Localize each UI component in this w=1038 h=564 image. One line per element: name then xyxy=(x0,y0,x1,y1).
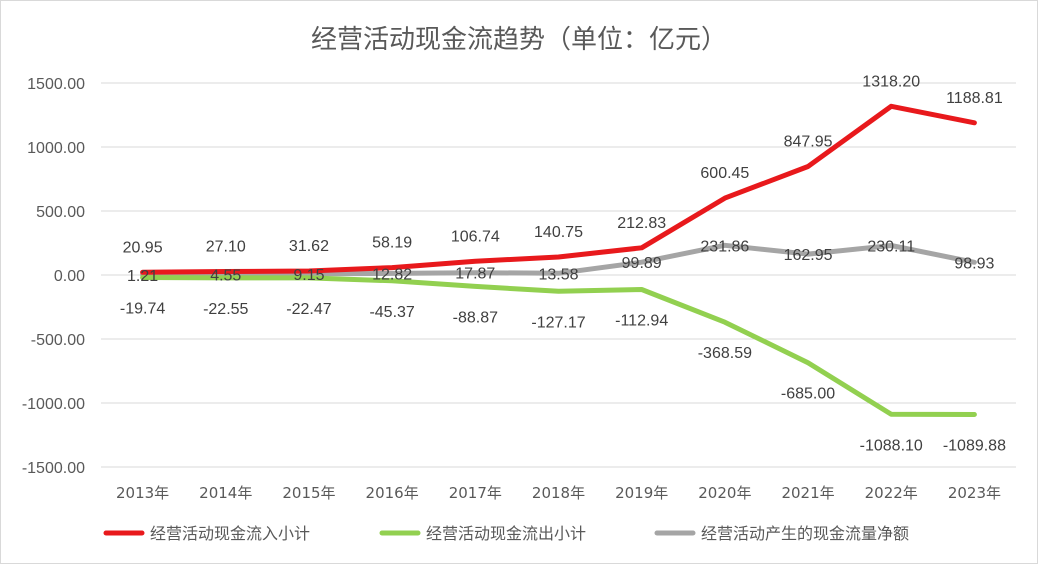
data-label-net: 17.87 xyxy=(455,266,495,283)
y-tick-label: 1500.00 xyxy=(27,76,85,93)
x-tick-label: 2018年 xyxy=(532,484,585,502)
series-line-inflow xyxy=(140,103,977,275)
data-label-inflow: 600.45 xyxy=(700,165,749,182)
data-label-inflow: 847.95 xyxy=(784,133,833,150)
x-tick-label: 2019年 xyxy=(615,484,668,502)
legend-label: 经营活动现金流出小计 xyxy=(426,524,586,543)
x-tick-label: 2023年 xyxy=(948,484,1001,502)
x-tick-label: 2015年 xyxy=(282,484,335,502)
data-label-inflow: 106.74 xyxy=(451,228,500,245)
data-label-inflow: 31.62 xyxy=(289,238,329,255)
x-tick-label: 2021年 xyxy=(781,484,834,502)
y-tick-label: -500.00 xyxy=(31,332,85,349)
data-label-outflow: -127.17 xyxy=(531,314,585,331)
legend-item-net: 经营活动产生的现金流量净额 xyxy=(654,524,909,543)
data-label-inflow: 58.19 xyxy=(372,235,412,252)
data-label-outflow: -22.47 xyxy=(286,301,331,318)
data-label-outflow: -88.87 xyxy=(453,309,498,326)
data-label-net: 12.82 xyxy=(372,266,412,283)
data-label-outflow: -1088.10 xyxy=(860,437,923,454)
data-label-net: 9.15 xyxy=(293,267,324,284)
data-label-net: 4.55 xyxy=(210,267,241,284)
data-label-outflow: -368.59 xyxy=(698,345,752,362)
legend-item-outflow: 经营活动现金流出小计 xyxy=(379,524,586,543)
legend: 经营活动现金流入小计 经营活动现金流出小计 经营活动产生的现金流量净额 xyxy=(103,524,909,543)
legend-label: 经营活动现金流入小计 xyxy=(150,524,310,543)
legend-item-inflow: 经营活动现金流入小计 xyxy=(103,524,310,543)
y-tick-label: 1000.00 xyxy=(27,140,85,157)
data-label-net: 13.58 xyxy=(538,266,578,283)
chart-title: 经营活动现金流趋势（单位：亿元） xyxy=(311,25,727,55)
data-labels: 20.95 27.10 31.62 58.19 106.74 140.75 212.83 60… xyxy=(120,73,1006,454)
data-label-inflow: 20.95 xyxy=(123,239,163,256)
y-tick-label: -1500.00 xyxy=(22,460,85,477)
series-line-outflow xyxy=(140,275,977,417)
x-tick-label: 2016年 xyxy=(366,484,419,502)
series-lines xyxy=(140,103,977,417)
axis-labels: 1500.00 1000.00 500.00 0.00 -500.00 -1000.00 -… xyxy=(22,76,1001,502)
data-label-outflow: -685.00 xyxy=(781,386,835,403)
data-label-outflow: -1089.88 xyxy=(943,438,1006,455)
data-label-net: 1.21 xyxy=(127,268,158,285)
data-label-outflow: -19.74 xyxy=(120,301,165,318)
data-label-inflow: 140.75 xyxy=(534,224,583,241)
data-label-outflow: -45.37 xyxy=(369,304,414,321)
y-tick-label: -1000.00 xyxy=(22,396,85,413)
data-label-inflow: 1188.81 xyxy=(946,90,1003,107)
data-label-net: 162.95 xyxy=(784,247,833,264)
data-label-outflow: -112.94 xyxy=(615,312,668,329)
x-tick-label: 2022年 xyxy=(865,484,918,502)
data-label-net: 231.86 xyxy=(700,238,749,255)
x-tick-label: 2014年 xyxy=(199,484,252,502)
data-label-net: 99.89 xyxy=(622,255,662,272)
data-label-inflow: 27.10 xyxy=(206,239,246,256)
data-label-net: 98.93 xyxy=(954,255,994,272)
x-tick-label: 2017年 xyxy=(449,484,502,502)
x-tick-label: 2013年 xyxy=(116,484,169,502)
data-label-net: 230.11 xyxy=(867,239,915,256)
data-label-inflow: 1318.20 xyxy=(862,73,920,90)
y-tick-label: 0.00 xyxy=(54,268,85,285)
data-label-inflow: 212.83 xyxy=(617,215,666,232)
data-label-outflow: -22.55 xyxy=(203,301,248,318)
series-line-net xyxy=(140,242,977,278)
x-tick-label: 2020年 xyxy=(698,484,751,502)
y-tick-label: 500.00 xyxy=(36,204,85,221)
legend-label: 经营活动产生的现金流量净额 xyxy=(701,524,909,543)
